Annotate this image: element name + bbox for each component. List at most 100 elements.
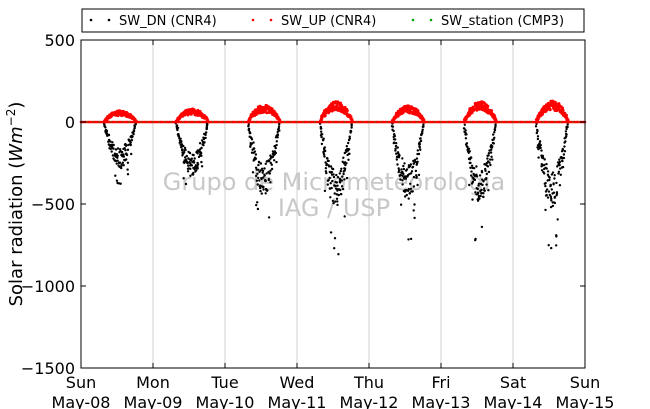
sw-dn-point [561,159,564,163]
sw-dn-point [336,200,339,203]
sw-dn-point [419,148,422,151]
sw-dn-point [189,174,192,177]
sw-dn-point [183,156,187,159]
sw-dn-point [350,123,353,126]
sw-dn-point [466,145,469,149]
sw-dn-point [192,159,195,163]
sw-dn-point [187,164,190,167]
x-tick-weekday: Wed [280,373,315,392]
sw-dn-point [323,146,326,149]
sw-dn-point [487,152,491,155]
sw-dn-point [484,169,487,172]
sw-dn-point [252,141,255,144]
sw-dn-point [180,140,183,143]
sw-dn-point [120,150,124,154]
sw-up-point [566,120,570,124]
sw-dn-point [480,191,483,195]
sw-dn-point [328,176,331,180]
sw-up-point [561,108,565,112]
sw-station-point [362,121,364,123]
sw-dn-point [401,170,404,174]
sw-dn-point [391,125,395,128]
sw-dn-point [180,145,183,148]
sw-dn-point [558,184,562,187]
sw-station-point [188,121,190,123]
sw-dn-point [546,196,550,199]
sw-dn-point [340,185,344,188]
sw-station-point [446,121,448,123]
sw-dn-point [112,143,115,147]
sw-dn-point [263,174,266,177]
sw-dn-point [111,141,114,144]
sw-dn-point [480,169,484,173]
sw-dn-point [122,153,125,156]
sw-dn-point [268,159,271,163]
sw-dn-point [543,172,546,175]
x-tick-date: May-08 [52,393,111,409]
sw-station-point [182,121,184,123]
sw-dn-point [411,166,414,169]
sw-station-point [140,121,142,123]
sw-dn-point [411,190,414,193]
sw-dn-point [547,190,551,193]
sw-dn-point [322,153,326,156]
sw-dn-point [551,171,555,174]
sw-dn-point [550,197,553,200]
sw-dn-point [543,163,546,167]
sw-dn-point [539,146,542,150]
sw-dn-point [482,192,485,195]
sw-dn-point [320,127,323,130]
sw-station-point [302,121,304,123]
sw-dn-point [482,179,485,183]
sw-dn-point [122,164,125,167]
sw-dn-point [336,176,340,179]
sw-dn-point [343,178,346,181]
sw-dn-point [320,135,323,139]
sw-dn-point [342,156,345,159]
sw-dn-point [334,200,337,203]
sw-dn-point [256,207,260,211]
sw-dn-point [125,153,129,157]
sw-dn-point [558,163,561,167]
sw-station-point [500,121,502,123]
sw-dn-point [488,161,491,164]
sw-dn-point [403,162,406,165]
sw-dn-point [334,184,337,188]
sw-up-point [345,109,349,113]
sw-dn-point [278,129,281,132]
sw-station-point [380,121,382,123]
sw-dn-point [420,131,424,135]
sw-station-point [374,121,376,123]
sw-dn-point [198,142,202,145]
sw-station-point [326,121,328,123]
sw-dn-point [480,188,483,192]
sw-dn-point [490,155,493,158]
x-tick-date: May-11 [268,393,327,409]
sw-dn-point [540,149,543,152]
sw-dn-point [340,179,343,182]
sw-dn-point [483,189,486,192]
sw-dn-point [255,179,259,182]
sw-station-point [170,121,172,123]
sw-up-point [350,120,354,124]
sw-dn-point [192,171,195,175]
sw-dn-point [115,162,118,165]
sw-dn-point [257,161,261,164]
sw-dn-point [120,166,123,170]
sw-dn-point [412,162,416,165]
sw-dn-point [399,203,403,206]
sw-dn-point [200,160,203,164]
sw-station-point [368,121,370,123]
sw-dn-point [345,162,348,165]
sw-dn-point [418,141,421,144]
sw-dn-point [186,170,190,173]
sw-dn-point [407,238,410,241]
sw-dn-point [474,191,477,194]
sw-dn-point [493,136,496,139]
sw-dn-point [339,188,342,192]
sw-dn-point [481,183,484,187]
sw-dn-point [474,238,477,242]
sw-dn-point [479,194,482,198]
legend-label: SW_station (CMP3) [441,14,564,29]
sw-dn-point [256,201,259,204]
